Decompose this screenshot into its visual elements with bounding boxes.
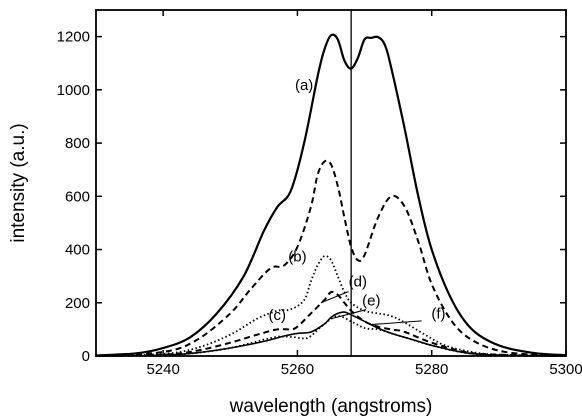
y-tick-label: 400: [65, 242, 90, 259]
x-axis-title: wavelength (angstroms): [229, 396, 433, 417]
y-tick-label: 200: [65, 295, 90, 312]
y-tick-label: 800: [65, 135, 90, 152]
curves-layer: [95, 33, 567, 357]
y-tick-label: 1000: [57, 82, 90, 99]
x-tick-label: 5240: [146, 361, 179, 378]
x-tick-label: 5300: [549, 361, 582, 378]
series-line-3: [95, 255, 567, 357]
series-line-2: [95, 159, 567, 357]
plot-frame: [95, 9, 567, 357]
label-leader-3: [371, 320, 422, 326]
series-line-6: [95, 311, 567, 357]
x-tick-label: 5260: [281, 361, 314, 378]
label-leader-2: [330, 309, 367, 320]
x-tick-label: 5280: [415, 361, 448, 378]
y-tick-label: 0: [82, 348, 90, 365]
y-tick-label: 1200: [57, 29, 90, 46]
curve-label-6: (f): [431, 306, 445, 323]
curve-labels: (a) (b) (c) (d) (e) (f): [269, 77, 446, 326]
y-tick-label: 600: [65, 188, 90, 205]
curve-label-5: (e): [362, 292, 380, 309]
curve-label-1: (a): [295, 77, 313, 94]
axis-ticks: 5240 5260 5280 5300 0 200 400 600 800 1000 1200: [57, 10, 582, 378]
series-line-1: [95, 33, 567, 357]
curve-label-4: (d): [349, 273, 367, 290]
label-leader-1: [320, 291, 349, 304]
curve-label-2: (b): [288, 249, 306, 266]
curve-label-3: (c): [269, 307, 287, 324]
y-axis-title: intensity (a.u.): [8, 123, 29, 242]
